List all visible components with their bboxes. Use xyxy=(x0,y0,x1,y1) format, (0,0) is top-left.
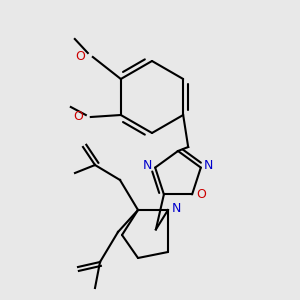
Text: O: O xyxy=(196,188,206,201)
Text: N: N xyxy=(142,159,152,172)
Text: O: O xyxy=(75,50,85,62)
Text: O: O xyxy=(73,110,83,124)
Text: N: N xyxy=(171,202,181,214)
Text: N: N xyxy=(204,159,214,172)
